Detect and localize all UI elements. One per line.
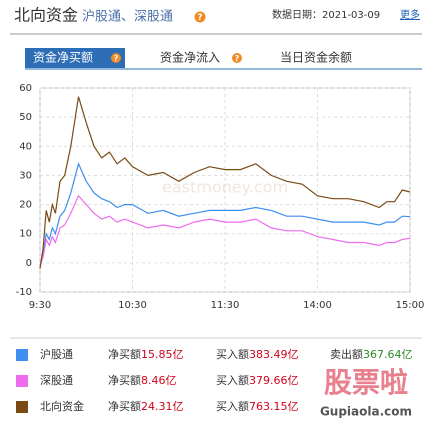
legend-swatch [16, 349, 28, 361]
help-icon[interactable] [232, 53, 242, 63]
legend-name: 沪股通 [40, 347, 73, 361]
active-tab[interactable] [25, 48, 125, 68]
legend-swatch [16, 375, 28, 387]
x-tick-label: 15:00 [396, 300, 425, 311]
net-label: 净买额 [108, 347, 141, 361]
buy-value: 379.66亿 [249, 374, 299, 387]
date: 数据日期：2021-03-09 [272, 8, 380, 21]
y-tick-label: 40 [19, 141, 32, 152]
brand-watermark: 股票啦 [324, 366, 408, 399]
series-line [39, 96, 411, 269]
subtitle: 沪股通、深股通 [82, 9, 173, 25]
x-tick-label: 14:00 [303, 300, 332, 311]
x-tick-label: 10:30 [118, 300, 147, 311]
sell-value: 367.64亿 [363, 348, 413, 361]
x-tick-label: 11:30 [211, 300, 240, 311]
buy-value: 763.15亿 [249, 400, 299, 413]
sell-label: 卖出额 [330, 347, 363, 361]
y-tick-label: 0 [26, 258, 32, 269]
y-tick-label: 50 [19, 112, 32, 123]
legend-swatch [16, 401, 28, 413]
x-tick-label: 9:30 [29, 300, 51, 311]
net-label: 净买额 [108, 399, 141, 413]
legend-name: 北向资金 [40, 399, 84, 413]
net-value: 8.46亿 [141, 374, 177, 387]
y-tick-label: -10 [16, 287, 32, 298]
tab-label[interactable]: 当日资金余额 [280, 50, 352, 65]
tab-label[interactable]: 资金净买额 [33, 50, 93, 65]
help-mark: ? [197, 13, 202, 23]
tab-label[interactable]: 资金净流入 [160, 50, 220, 65]
help-mark: ? [114, 54, 119, 63]
net-value: 15.85亿 [141, 348, 184, 361]
more-link[interactable]: 更多 [400, 8, 420, 21]
help-icon[interactable] [194, 11, 206, 23]
y-tick-label: 30 [19, 170, 32, 181]
site-watermark: Gupiaola.com [320, 405, 412, 419]
y-tick-label: 60 [19, 83, 32, 94]
series-line [39, 194, 411, 266]
y-tick-label: 10 [19, 229, 32, 240]
series-line [39, 162, 411, 266]
help-icon[interactable] [111, 53, 121, 63]
y-tick-label: 20 [19, 200, 32, 211]
legend-name: 深股通 [40, 374, 73, 387]
buy-label: 买入额 [216, 374, 249, 387]
buy-value: 383.49亿 [249, 348, 299, 361]
help-mark: ? [235, 54, 240, 63]
net-label: 净买额 [108, 373, 141, 387]
net-value: 24.31亿 [141, 400, 184, 413]
title: 北向资金 [14, 6, 78, 25]
buy-label: 买入额 [216, 400, 249, 413]
buy-label: 买入额 [216, 348, 249, 361]
